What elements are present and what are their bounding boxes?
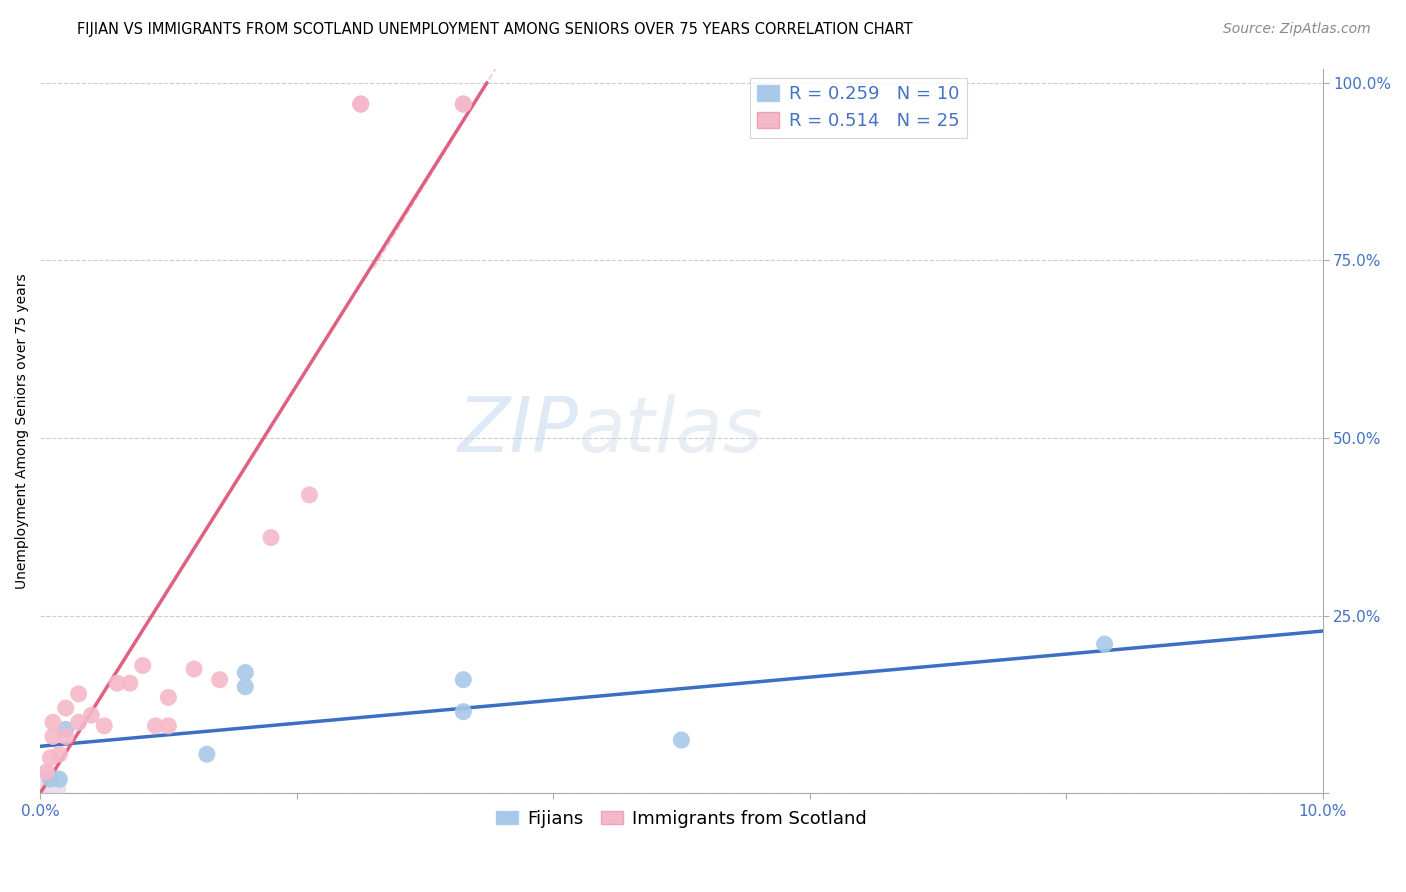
Point [34, 779, 56, 793]
Point [183, 662, 205, 676]
Point [105, 676, 128, 690]
Point [453, 97, 475, 112]
Point [55, 730, 77, 744]
Text: atlas: atlas [579, 394, 763, 468]
Point [298, 488, 321, 502]
Point [453, 705, 475, 719]
Text: ZIP: ZIP [458, 394, 579, 468]
Point [453, 97, 475, 112]
Point [67, 715, 90, 730]
Point [671, 733, 693, 747]
Point [131, 658, 153, 673]
Point [195, 747, 218, 762]
Point [260, 531, 283, 545]
Point [67, 687, 90, 701]
Point [42, 730, 65, 744]
Text: FIJIAN VS IMMIGRANTS FROM SCOTLAND UNEMPLOYMENT AMONG SENIORS OVER 75 YEARS CORR: FIJIAN VS IMMIGRANTS FROM SCOTLAND UNEMP… [77, 22, 912, 37]
Point [157, 690, 180, 705]
Point [233, 665, 256, 680]
Point [34, 779, 56, 793]
Point [80, 708, 103, 723]
Text: Source: ZipAtlas.com: Source: ZipAtlas.com [1223, 22, 1371, 37]
Point [208, 673, 231, 687]
Point [350, 97, 373, 112]
Point [39, 751, 62, 765]
Point [55, 701, 77, 715]
Point [453, 673, 475, 687]
Point [118, 676, 141, 690]
Y-axis label: Unemployment Among Seniors over 75 years: Unemployment Among Seniors over 75 years [15, 273, 30, 589]
Legend: Fijians, Immigrants from Scotland: Fijians, Immigrants from Scotland [489, 803, 873, 835]
Point [145, 719, 167, 733]
Point [35, 765, 58, 780]
Point [48, 747, 70, 762]
Point [93, 719, 115, 733]
Point [157, 719, 180, 733]
Point [42, 715, 65, 730]
Point [39, 772, 62, 786]
Point [1094, 637, 1116, 651]
Point [233, 680, 256, 694]
Point [350, 97, 373, 112]
Point [55, 723, 77, 737]
Point [48, 772, 70, 786]
